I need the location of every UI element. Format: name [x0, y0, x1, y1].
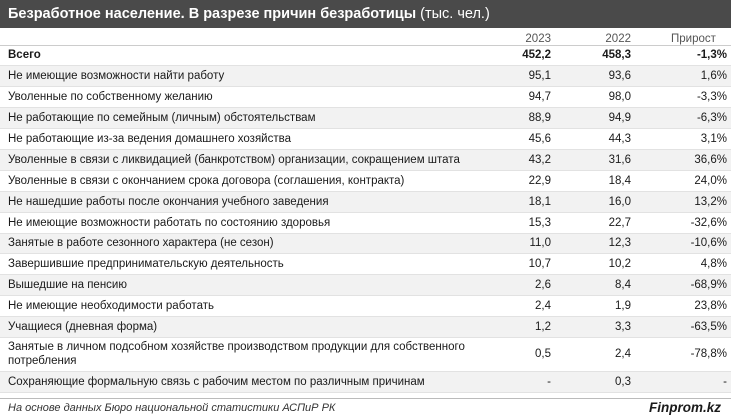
value-growth: - [635, 371, 731, 393]
column-header-2022: 2022 [555, 28, 635, 46]
column-header-growth: Прирост [635, 28, 731, 46]
value-2022: 10,2 [555, 253, 635, 276]
row-label: Уволенные в связи с окончанием срока дог… [0, 170, 475, 192]
value-growth: 24,0% [635, 170, 731, 192]
value-2022: 458,3 [555, 45, 635, 67]
value-2023: 18,1 [475, 191, 555, 213]
table-title: Безработное население. В разрезе причин … [8, 6, 417, 22]
value-2023: 11,0 [475, 233, 555, 255]
source-note: На основе данных Бюро национальной стати… [8, 402, 336, 414]
value-growth: 4,8% [635, 253, 731, 276]
table-unit: (тыс. чел.) [416, 6, 490, 22]
value-growth: -63,5% [635, 316, 731, 338]
value-2022: 31,6 [555, 149, 635, 171]
value-growth: 36,6% [635, 149, 731, 171]
table-body: Всего 452,2 458,3 -1,3% Не имеющие возможнос… [0, 45, 731, 393]
row-label: Уволенные по собственному желанию [0, 86, 475, 109]
value-2022: 0,3 [555, 371, 635, 393]
value-2023: 95,1 [475, 65, 555, 88]
value-2023: 94,7 [475, 86, 555, 109]
data-table: 2023 2022 Прирост Всего 452,2 458,3 -1,3% Не… [0, 28, 731, 393]
row-label: Завершившие предпринимательскую деятельн… [0, 253, 475, 276]
row-label: Сохраняющие формальную связь с рабочим м… [0, 371, 475, 393]
value-growth: -6,3% [635, 107, 731, 130]
row-label: Учащиеся (дневная форма) [0, 316, 475, 338]
table-row: Уволенные в связи с ликвидацией (банкрот… [0, 149, 731, 171]
table-row: Не имеющие возможности найти работу 95,1 9… [0, 65, 731, 88]
value-2023: 43,2 [475, 149, 555, 171]
value-2022: 3,3 [555, 316, 635, 338]
row-label: Не нашедшие работы после окончания учебн… [0, 191, 475, 213]
row-label: Всего [0, 45, 475, 67]
table-row: Уволенные в связи с окончанием срока дог… [0, 170, 731, 192]
table-row: Завершившие предпринимательскую деятельн… [0, 253, 731, 276]
table-row: Вышедшие на пенсию 2,6 8,4 -68,9% [0, 274, 731, 297]
value-2023: 0,5 [475, 337, 555, 372]
row-label: Занятые в работе сезонного характера (не… [0, 233, 475, 255]
value-2023: 1,2 [475, 316, 555, 338]
table-row: Занятые в работе сезонного характера (не… [0, 233, 731, 255]
data-table-container: 2023 2022 Прирост Всего 452,2 458,3 -1,3% Не… [0, 28, 731, 393]
value-growth: 23,8% [635, 295, 731, 318]
value-2023: 452,2 [475, 45, 555, 67]
value-2023: 2,6 [475, 274, 555, 297]
value-2022: 16,0 [555, 191, 635, 213]
table-row: Занятые в личном подсобном хозяйстве про… [0, 337, 731, 372]
table-row: Не имеющие необходимости работать 2,4 1,9 2… [0, 295, 731, 318]
table-row: Не имеющие возможности работать по состо… [0, 212, 731, 234]
table-row: Не работающие по семейным (личным) обсто… [0, 107, 731, 130]
column-header-2023: 2023 [475, 28, 555, 46]
table-row: Не работающие из-за ведения домашнего хо… [0, 128, 731, 150]
row-label: Уволенные в связи с ликвидацией (банкрот… [0, 149, 475, 171]
value-2022: 12,3 [555, 233, 635, 255]
brand-logo-text: Finprom.kz [648, 400, 721, 415]
value-growth: 1,6% [635, 65, 731, 88]
value-2022: 22,7 [555, 212, 635, 234]
value-growth: -68,9% [635, 274, 731, 297]
row-label: Вышедшие на пенсию [0, 274, 475, 297]
value-2023: - [475, 371, 555, 393]
value-2023: 22,9 [475, 170, 555, 192]
value-growth: -10,6% [635, 233, 731, 255]
row-label: Не имеющие необходимости работать [0, 295, 475, 318]
table-row: Учащиеся (дневная форма) 1,2 3,3 -63,5% [0, 316, 731, 338]
value-growth: -1,3% [635, 45, 731, 67]
value-2022: 2,4 [555, 337, 635, 372]
value-growth: 3,1% [635, 128, 731, 150]
value-2023: 45,6 [475, 128, 555, 150]
table-row: Уволенные по собственному желанию 94,7 98,… [0, 86, 731, 109]
value-2022: 93,6 [555, 65, 635, 88]
value-2022: 94,9 [555, 107, 635, 130]
value-2023: 88,9 [475, 107, 555, 130]
column-header-label [0, 28, 475, 46]
value-growth: -78,8% [635, 337, 731, 372]
value-growth: 13,2% [635, 191, 731, 213]
table-title-bar: Безработное население. В разрезе причин … [0, 0, 731, 28]
value-2022: 8,4 [555, 274, 635, 297]
value-2022: 1,9 [555, 295, 635, 318]
table-row: Сохраняющие формальную связь с рабочим м… [0, 371, 731, 393]
row-label: Не работающие из-за ведения домашнего хо… [0, 128, 475, 150]
value-2022: 98,0 [555, 86, 635, 109]
row-label: Не работающие по семейным (личным) обсто… [0, 107, 475, 130]
table-row-total: Всего 452,2 458,3 -1,3% [0, 45, 731, 67]
table-header-row: 2023 2022 Прирост [0, 28, 731, 46]
value-2022: 44,3 [555, 128, 635, 150]
row-label: Не имеющие возможности работать по состо… [0, 212, 475, 234]
value-2023: 2,4 [475, 295, 555, 318]
row-label: Не имеющие возможности найти работу [0, 65, 475, 88]
value-growth: -3,3% [635, 86, 731, 109]
value-2023: 10,7 [475, 253, 555, 276]
value-growth: -32,6% [635, 212, 731, 234]
value-2022: 18,4 [555, 170, 635, 192]
value-2023: 15,3 [475, 212, 555, 234]
row-label: Занятые в личном подсобном хозяйстве про… [0, 337, 475, 372]
table-row: Не нашедшие работы после окончания учебн… [0, 191, 731, 213]
footer: На основе данных Бюро национальной стати… [0, 398, 731, 419]
